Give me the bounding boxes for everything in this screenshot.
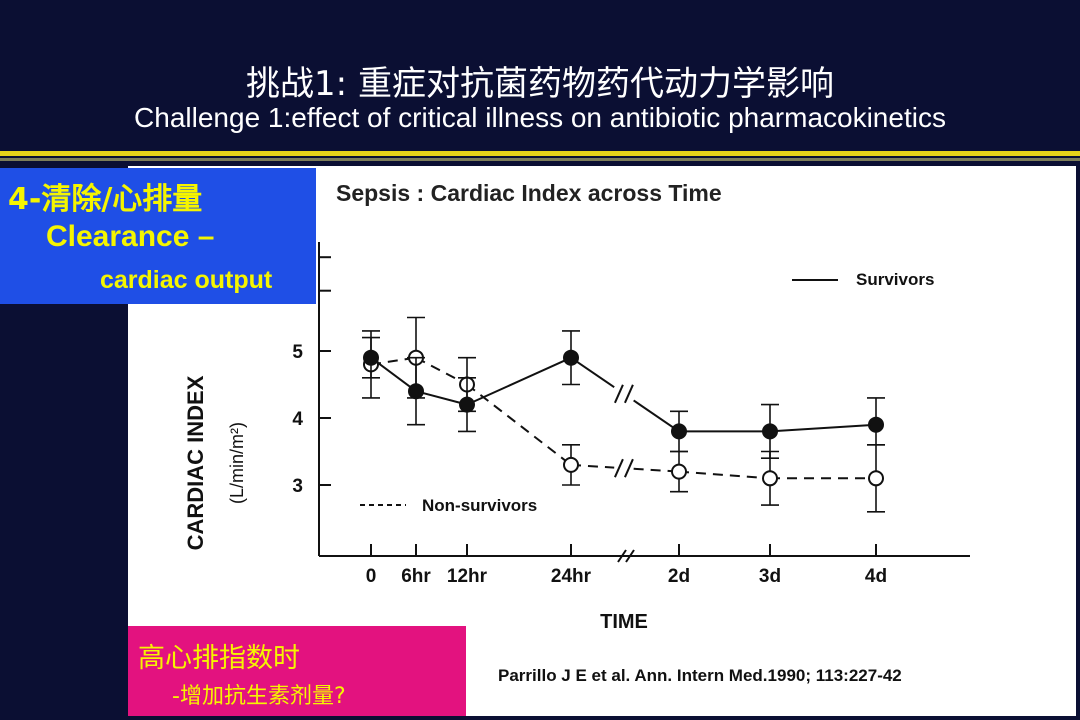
slide-title-english: Challenge 1:effect of critical illness o… <box>134 102 946 133</box>
callout-increase-dose: -增加抗生素剂量? <box>172 684 346 709</box>
survivors-point <box>459 396 475 413</box>
survivors-point <box>762 423 778 440</box>
survivors-line-segment <box>466 356 572 406</box>
legend-non-survivors-label: Non-survivors <box>422 496 537 515</box>
legend-survivors-label: Survivors <box>856 270 934 289</box>
x-axis-break-mark <box>617 549 627 563</box>
survivors-break-mark <box>614 384 624 404</box>
non-survivors-line-segment <box>466 383 572 466</box>
x-axis-label: TIME <box>600 611 648 633</box>
survivors-point <box>363 349 379 366</box>
survivors-line-segment <box>633 399 680 433</box>
x-tick-label: 12hr <box>447 566 488 587</box>
y-tick-label: 5 <box>292 342 303 363</box>
survivors-line-segment <box>415 390 468 406</box>
title-divider-gray <box>0 158 1080 161</box>
survivors-line-segment <box>370 356 417 393</box>
x-tick-label: 4d <box>865 566 887 587</box>
non-survivors-point <box>563 456 579 473</box>
citation: Parrillo J E et al. Ann. Intern Med.1990… <box>498 666 902 685</box>
non-survivors-point <box>868 470 884 487</box>
y-tick-label: 4 <box>292 409 303 430</box>
clearance-callout: 4-清除/心排量 Clearance – cardiac output <box>0 168 316 304</box>
survivors-point <box>868 416 884 433</box>
y-axis-label: CARDIAC INDEX <box>183 375 208 550</box>
non-survivors-line-segment <box>415 356 468 386</box>
non-survivors-point <box>762 470 778 487</box>
survivors-point <box>671 423 687 440</box>
y-axis-unit: (L/min/m²) <box>227 422 247 504</box>
survivors-point <box>408 383 424 400</box>
non-survivors-line-segment <box>678 470 771 480</box>
slide-title-chinese: 挑战1: 重症对抗菌药物药代动力学影响 <box>246 64 834 104</box>
x-tick-label: 24hr <box>551 566 592 587</box>
callout-high-ci: 高心排指数时 <box>138 643 300 674</box>
non-survivors-break-mark <box>624 458 634 478</box>
x-axis-break-mark <box>625 549 635 563</box>
survivors-line-segment <box>769 423 877 433</box>
callout-clearance: Clearance – <box>46 220 215 253</box>
x-tick-label: 6hr <box>401 566 431 587</box>
x-tick-label: 3d <box>759 566 781 587</box>
non-survivors-break-mark <box>614 458 624 478</box>
survivors-point <box>563 349 579 366</box>
survivors-line-segment <box>570 356 615 389</box>
y-tick-label: 3 <box>292 476 303 497</box>
chart-title: Sepsis : Cardiac Index across Time <box>336 180 722 206</box>
callout-cardiac-output: cardiac output <box>100 266 273 294</box>
survivors-break-mark <box>624 384 634 404</box>
dosing-question-callout: 高心排指数时 -增加抗生素剂量? <box>128 626 466 716</box>
x-tick-label: 0 <box>366 566 377 587</box>
x-tick-label: 2d <box>668 566 690 587</box>
non-survivors-point <box>671 463 687 480</box>
title-divider-yellow <box>0 151 1080 156</box>
callout-heading: 4-清除/心排量 <box>8 182 203 217</box>
